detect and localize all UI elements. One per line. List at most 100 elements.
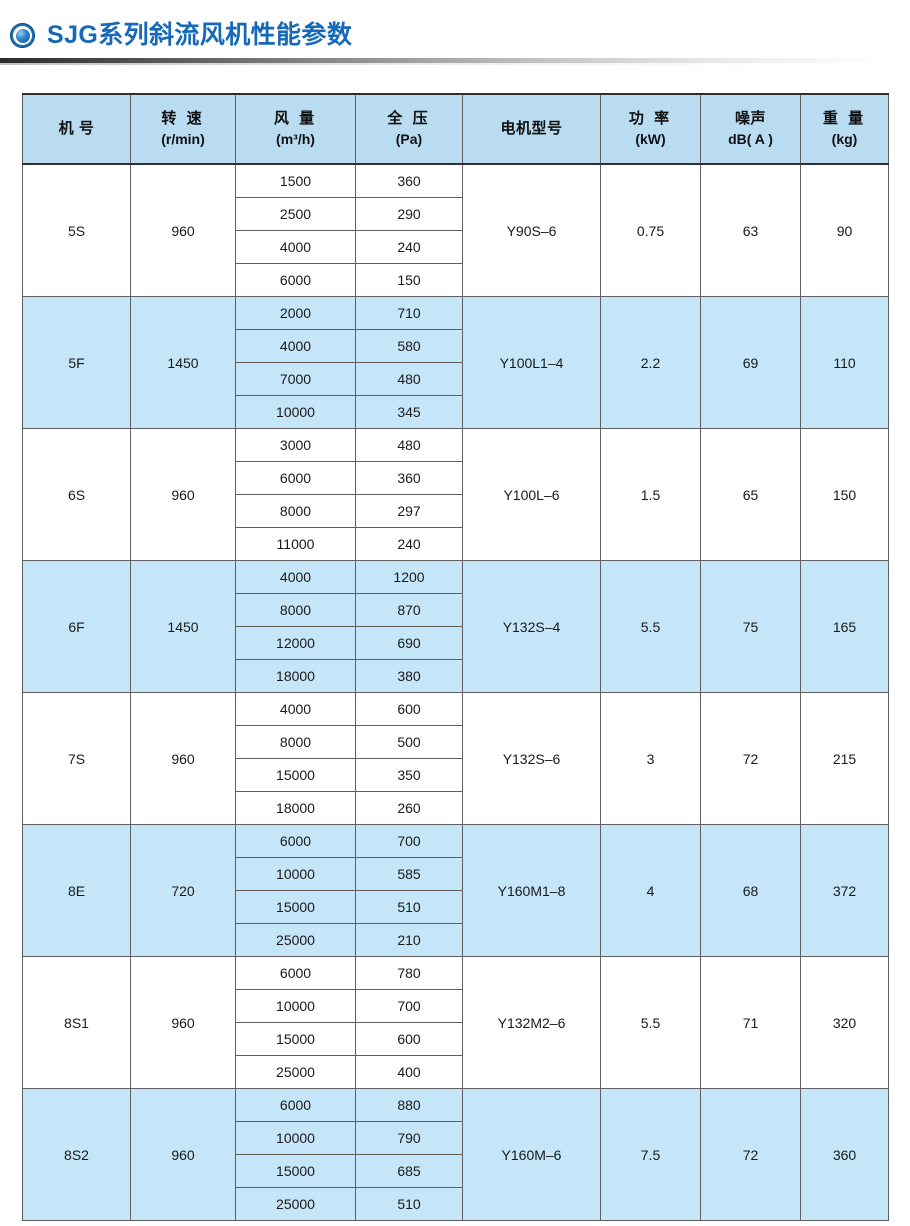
cell-motor-model: Y100L–6	[462, 428, 601, 561]
table-row: 15000 685	[23, 1154, 889, 1188]
cell-air-flow: 11000	[235, 527, 356, 561]
cell-air-flow: 1500	[235, 163, 356, 198]
cell-total-pressure: 710	[355, 296, 463, 330]
cell-air-flow: 15000	[235, 890, 356, 924]
cell-total-pressure: 685	[355, 1154, 463, 1188]
table-row: 8E 720 6000 700 Y160M1–8 4 68 372	[22, 824, 889, 957]
cell-total-pressure: 480	[355, 362, 463, 396]
table-row: 4000 240	[23, 230, 889, 264]
column-header-noise: 噪声 dB( A )	[700, 93, 801, 165]
column-header-model-label: 机 号	[58, 119, 95, 137]
column-header-pressure-unit: (Pa)	[395, 130, 423, 147]
table-row: 25000 400	[23, 1055, 889, 1089]
cell-total-pressure: 700	[355, 989, 463, 1023]
cell-power: 7.5	[600, 1088, 701, 1221]
cell-total-pressure: 580	[355, 329, 463, 363]
cell-air-flow: 10000	[235, 989, 356, 1023]
cell-machine-model: 6S	[22, 428, 131, 561]
cell-total-pressure: 360	[355, 461, 463, 495]
cell-air-flow: 6000	[235, 263, 356, 297]
cell-noise: 68	[700, 824, 801, 957]
cell-motor-model: Y132S–6	[462, 692, 601, 825]
cell-rotation-speed: 1450	[130, 560, 236, 693]
cell-noise: 71	[700, 956, 801, 1089]
cell-total-pressure: 297	[355, 494, 463, 528]
column-header-model: 机 号	[22, 93, 131, 165]
table-row: 5F 1450 2000 710 Y100L1–4 2.2 69 110	[22, 296, 889, 429]
cell-motor-model: Y100L1–4	[462, 296, 601, 429]
cell-weight: 150	[800, 428, 889, 561]
cell-total-pressure: 700	[355, 824, 463, 858]
column-header-speed-label: 转 速	[161, 110, 205, 128]
cell-air-flow: 10000	[235, 1121, 356, 1155]
cell-motor-model: Y160M1–8	[462, 824, 601, 957]
cell-air-flow: 6000	[235, 956, 356, 990]
cell-total-pressure: 350	[355, 758, 463, 792]
cell-rotation-speed: 1450	[130, 296, 236, 429]
cell-air-flow: 8000	[235, 494, 356, 528]
column-header-weight: 重 量 (kg)	[800, 93, 889, 165]
cell-noise: 72	[700, 1088, 801, 1221]
cell-noise: 72	[700, 692, 801, 825]
cell-air-flow: 10000	[235, 395, 356, 429]
column-header-flow: 风 量 (m³/h)	[235, 93, 356, 165]
cell-air-flow: 10000	[235, 857, 356, 891]
cell-rotation-speed: 960	[130, 956, 236, 1089]
cell-air-flow: 4000	[235, 329, 356, 363]
cell-rotation-speed: 960	[130, 692, 236, 825]
cell-motor-model: Y160M–6	[462, 1088, 601, 1221]
cell-machine-model: 8S1	[22, 956, 131, 1089]
cell-machine-model: 6F	[22, 560, 131, 693]
concentric-circle-icon	[10, 23, 35, 48]
cell-total-pressure: 360	[355, 163, 463, 198]
column-header-weight-unit: (kg)	[831, 130, 858, 147]
column-header-pressure-label: 全 压	[387, 110, 431, 128]
cell-air-flow: 6000	[235, 461, 356, 495]
cell-air-flow: 15000	[235, 1154, 356, 1188]
cell-rotation-speed: 960	[130, 428, 236, 561]
cell-total-pressure: 780	[355, 956, 463, 990]
cell-noise: 69	[700, 296, 801, 429]
cell-weight: 90	[800, 163, 889, 297]
cell-weight: 372	[800, 824, 889, 957]
cell-machine-model: 8E	[22, 824, 131, 957]
column-header-power-label: 功 率	[628, 110, 673, 128]
cell-air-flow: 25000	[235, 923, 356, 957]
table-row: 6S 960 3000 480 Y100L–6 1.5 65 150	[22, 428, 889, 561]
cell-total-pressure: 1200	[355, 560, 463, 594]
cell-machine-model: 5F	[22, 296, 131, 429]
column-header-speed: 转 速 (r/min)	[130, 93, 236, 165]
cell-motor-model: Y132S–4	[462, 560, 601, 693]
table-row: 8000 870	[23, 593, 889, 627]
cell-air-flow: 2500	[235, 197, 356, 231]
table-header-row: 机 号 转 速 (r/min) 风 量 (m³/h) 全 压 (Pa) 电机型号…	[22, 93, 889, 165]
table-row: 25000 510	[23, 1187, 889, 1221]
title-divider-shadow	[0, 63, 910, 65]
cell-air-flow: 18000	[235, 659, 356, 693]
cell-total-pressure: 290	[355, 197, 463, 231]
table-row: 8000 500	[23, 725, 889, 759]
cell-total-pressure: 240	[355, 230, 463, 264]
column-header-speed-unit: (r/min)	[161, 130, 205, 147]
cell-power: 5.5	[600, 560, 701, 693]
performance-parameters-table: 机 号 转 速 (r/min) 风 量 (m³/h) 全 压 (Pa) 电机型号…	[22, 93, 889, 1221]
page-header: SJG系列斜流风机性能参数	[0, 0, 910, 72]
cell-air-flow: 12000	[235, 626, 356, 660]
cell-air-flow: 15000	[235, 1022, 356, 1056]
cell-air-flow: 7000	[235, 362, 356, 396]
cell-total-pressure: 510	[355, 890, 463, 924]
title-row: SJG系列斜流风机性能参数	[10, 23, 352, 48]
column-header-motor: 电机型号	[462, 93, 601, 165]
cell-total-pressure: 210	[355, 923, 463, 957]
column-header-flow-label: 风 量	[273, 110, 318, 128]
cell-total-pressure: 345	[355, 395, 463, 429]
column-header-motor-label: 电机型号	[500, 119, 563, 137]
cell-machine-model: 8S2	[22, 1088, 131, 1221]
table-row: 2500 290	[23, 197, 889, 231]
cell-air-flow: 2000	[235, 296, 356, 330]
title-divider	[0, 58, 910, 63]
column-header-weight-label: 重 量	[822, 110, 867, 128]
cell-motor-model: Y90S–6	[462, 163, 601, 297]
cell-rotation-speed: 720	[130, 824, 236, 957]
table-row: 4000 580	[23, 329, 889, 363]
